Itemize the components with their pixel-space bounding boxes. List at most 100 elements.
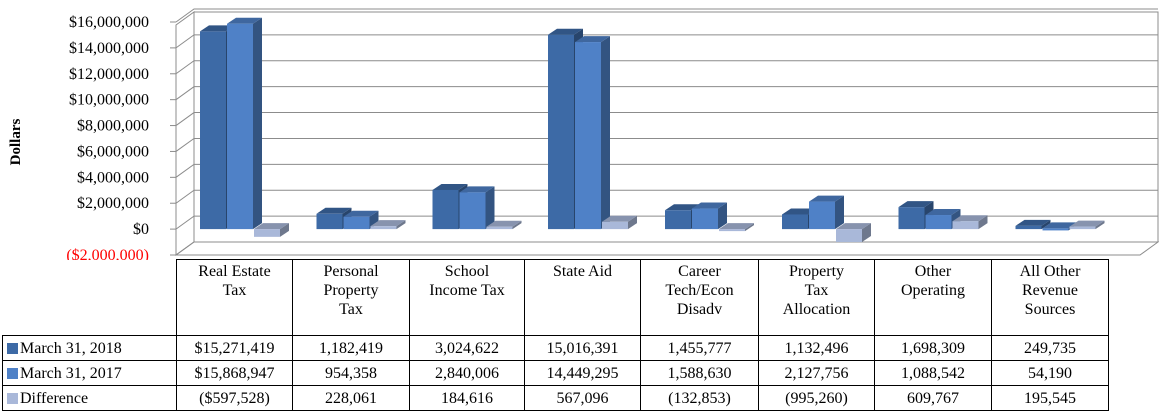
bar-front — [343, 216, 370, 230]
data-label: 1,588,630 — [640, 360, 759, 386]
bar-front — [200, 31, 226, 230]
bar-front — [486, 226, 513, 230]
legend-swatch — [7, 342, 18, 354]
bar-top — [952, 215, 988, 222]
bar-front — [432, 189, 459, 230]
bar — [782, 208, 817, 230]
bar-top — [665, 204, 700, 211]
bar-side — [280, 223, 289, 237]
bar-top — [898, 201, 934, 208]
gridline — [175, 34, 1158, 49]
bar-front — [227, 23, 253, 230]
legend-entry: March 31, 2017 — [2, 360, 177, 386]
x-tick-label: Property Tax Allocation — [758, 259, 875, 336]
data-label: 954,358 — [292, 360, 410, 386]
bar-side — [512, 220, 522, 230]
y-tick-label: $6,000,000 — [77, 143, 149, 160]
data-label: 14,449,295 — [524, 360, 641, 386]
bar-front — [575, 42, 601, 230]
bar-side — [978, 215, 988, 230]
bar-front — [254, 229, 280, 237]
y-axis-ticks: $16,000,000 $14,000,000 $12,000,000 $10,000… — [66, 14, 176, 260]
y-tick-label: $2,000,000 — [77, 195, 149, 212]
bar-front — [1015, 225, 1042, 230]
bar-side — [835, 195, 844, 230]
bar-side — [862, 223, 871, 242]
gridline — [175, 137, 1158, 152]
bar-side — [396, 220, 406, 230]
bar-top — [836, 223, 871, 230]
gridline — [175, 112, 1158, 126]
bar — [227, 17, 262, 230]
chart-bars — [200, 17, 1105, 242]
data-label: 609,767 — [874, 385, 992, 411]
y-tick-label: $10,000,000 — [69, 92, 149, 109]
data-label: 2,127,756 — [758, 360, 875, 386]
x-tick-label: Career Tech/Econ Disadv — [640, 259, 759, 336]
bar-top — [343, 210, 379, 217]
bar-top — [200, 25, 235, 32]
y-axis-label: Dollars — [8, 119, 24, 166]
data-label: (132,853) — [640, 385, 759, 411]
x-tick-label: All Other Revenue Sources — [991, 259, 1109, 336]
bar-top — [809, 195, 844, 202]
bar-front — [1042, 228, 1069, 231]
legend-swatch — [7, 367, 18, 379]
bar-front — [898, 207, 925, 230]
bar-front — [602, 221, 628, 230]
bar-top — [548, 28, 583, 35]
bar — [719, 223, 754, 232]
back-wall-edge — [194, 11, 1159, 242]
gridline — [175, 8, 1158, 23]
bar-top — [459, 186, 495, 193]
bar — [692, 202, 727, 230]
bar-top — [1015, 219, 1051, 226]
y-tick-label: ($2,000,000) — [66, 247, 149, 260]
data-label: 1,182,419 — [292, 335, 410, 361]
bar-top — [1069, 220, 1105, 227]
data-label: $15,271,419 — [176, 335, 293, 361]
bar-front — [692, 208, 718, 230]
bar-top — [925, 209, 961, 216]
data-label: 2,840,006 — [409, 360, 525, 386]
gridline — [175, 189, 1158, 204]
data-label: 249,735 — [991, 335, 1109, 361]
bar-front — [548, 34, 574, 230]
y-tick-label: $4,000,000 — [77, 169, 149, 186]
x-tick-label: State Aid — [524, 259, 641, 336]
data-table: Real Estate Tax Personal Property Tax School I… — [2, 259, 1109, 411]
table-row: March 31, 2017 $15,868,947 954,358 2,840,00… — [2, 360, 1109, 386]
bar-top — [254, 223, 289, 230]
data-label: 3,024,622 — [409, 335, 525, 361]
data-label: 54,190 — [991, 360, 1109, 386]
gridline — [175, 241, 1158, 256]
table-row: Difference ($597,528) 228,061 184,616 567,09… — [2, 385, 1109, 411]
gridline — [175, 86, 1158, 101]
bar-front — [370, 226, 397, 230]
gridline — [175, 163, 1158, 178]
y-tick-label: $14,000,000 — [69, 40, 149, 57]
bar-top — [227, 17, 262, 24]
bar — [602, 215, 637, 230]
data-label: 1,698,309 — [874, 335, 992, 361]
bar-front — [459, 192, 486, 230]
legend-label: Difference — [20, 389, 89, 407]
bar-side — [253, 17, 262, 230]
bar-front — [665, 210, 691, 230]
bar-top — [370, 220, 406, 227]
data-label: 567,096 — [524, 385, 641, 411]
bar-side — [718, 202, 727, 230]
data-label: 1,132,496 — [758, 335, 875, 361]
bar — [254, 223, 289, 237]
bar-top — [692, 202, 727, 209]
x-tick-label: Real Estate Tax — [176, 259, 293, 336]
bar-top — [782, 208, 817, 215]
bar-top — [719, 223, 754, 230]
y-tick-label: $8,000,000 — [77, 118, 149, 135]
y-tick-label: $12,000,000 — [69, 66, 149, 83]
table-header-row: Real Estate Tax Personal Property Tax School I… — [2, 259, 1109, 336]
bar — [575, 36, 610, 230]
bar — [1015, 219, 1051, 230]
bar-side — [601, 36, 610, 230]
data-label: ($597,528) — [176, 385, 293, 411]
